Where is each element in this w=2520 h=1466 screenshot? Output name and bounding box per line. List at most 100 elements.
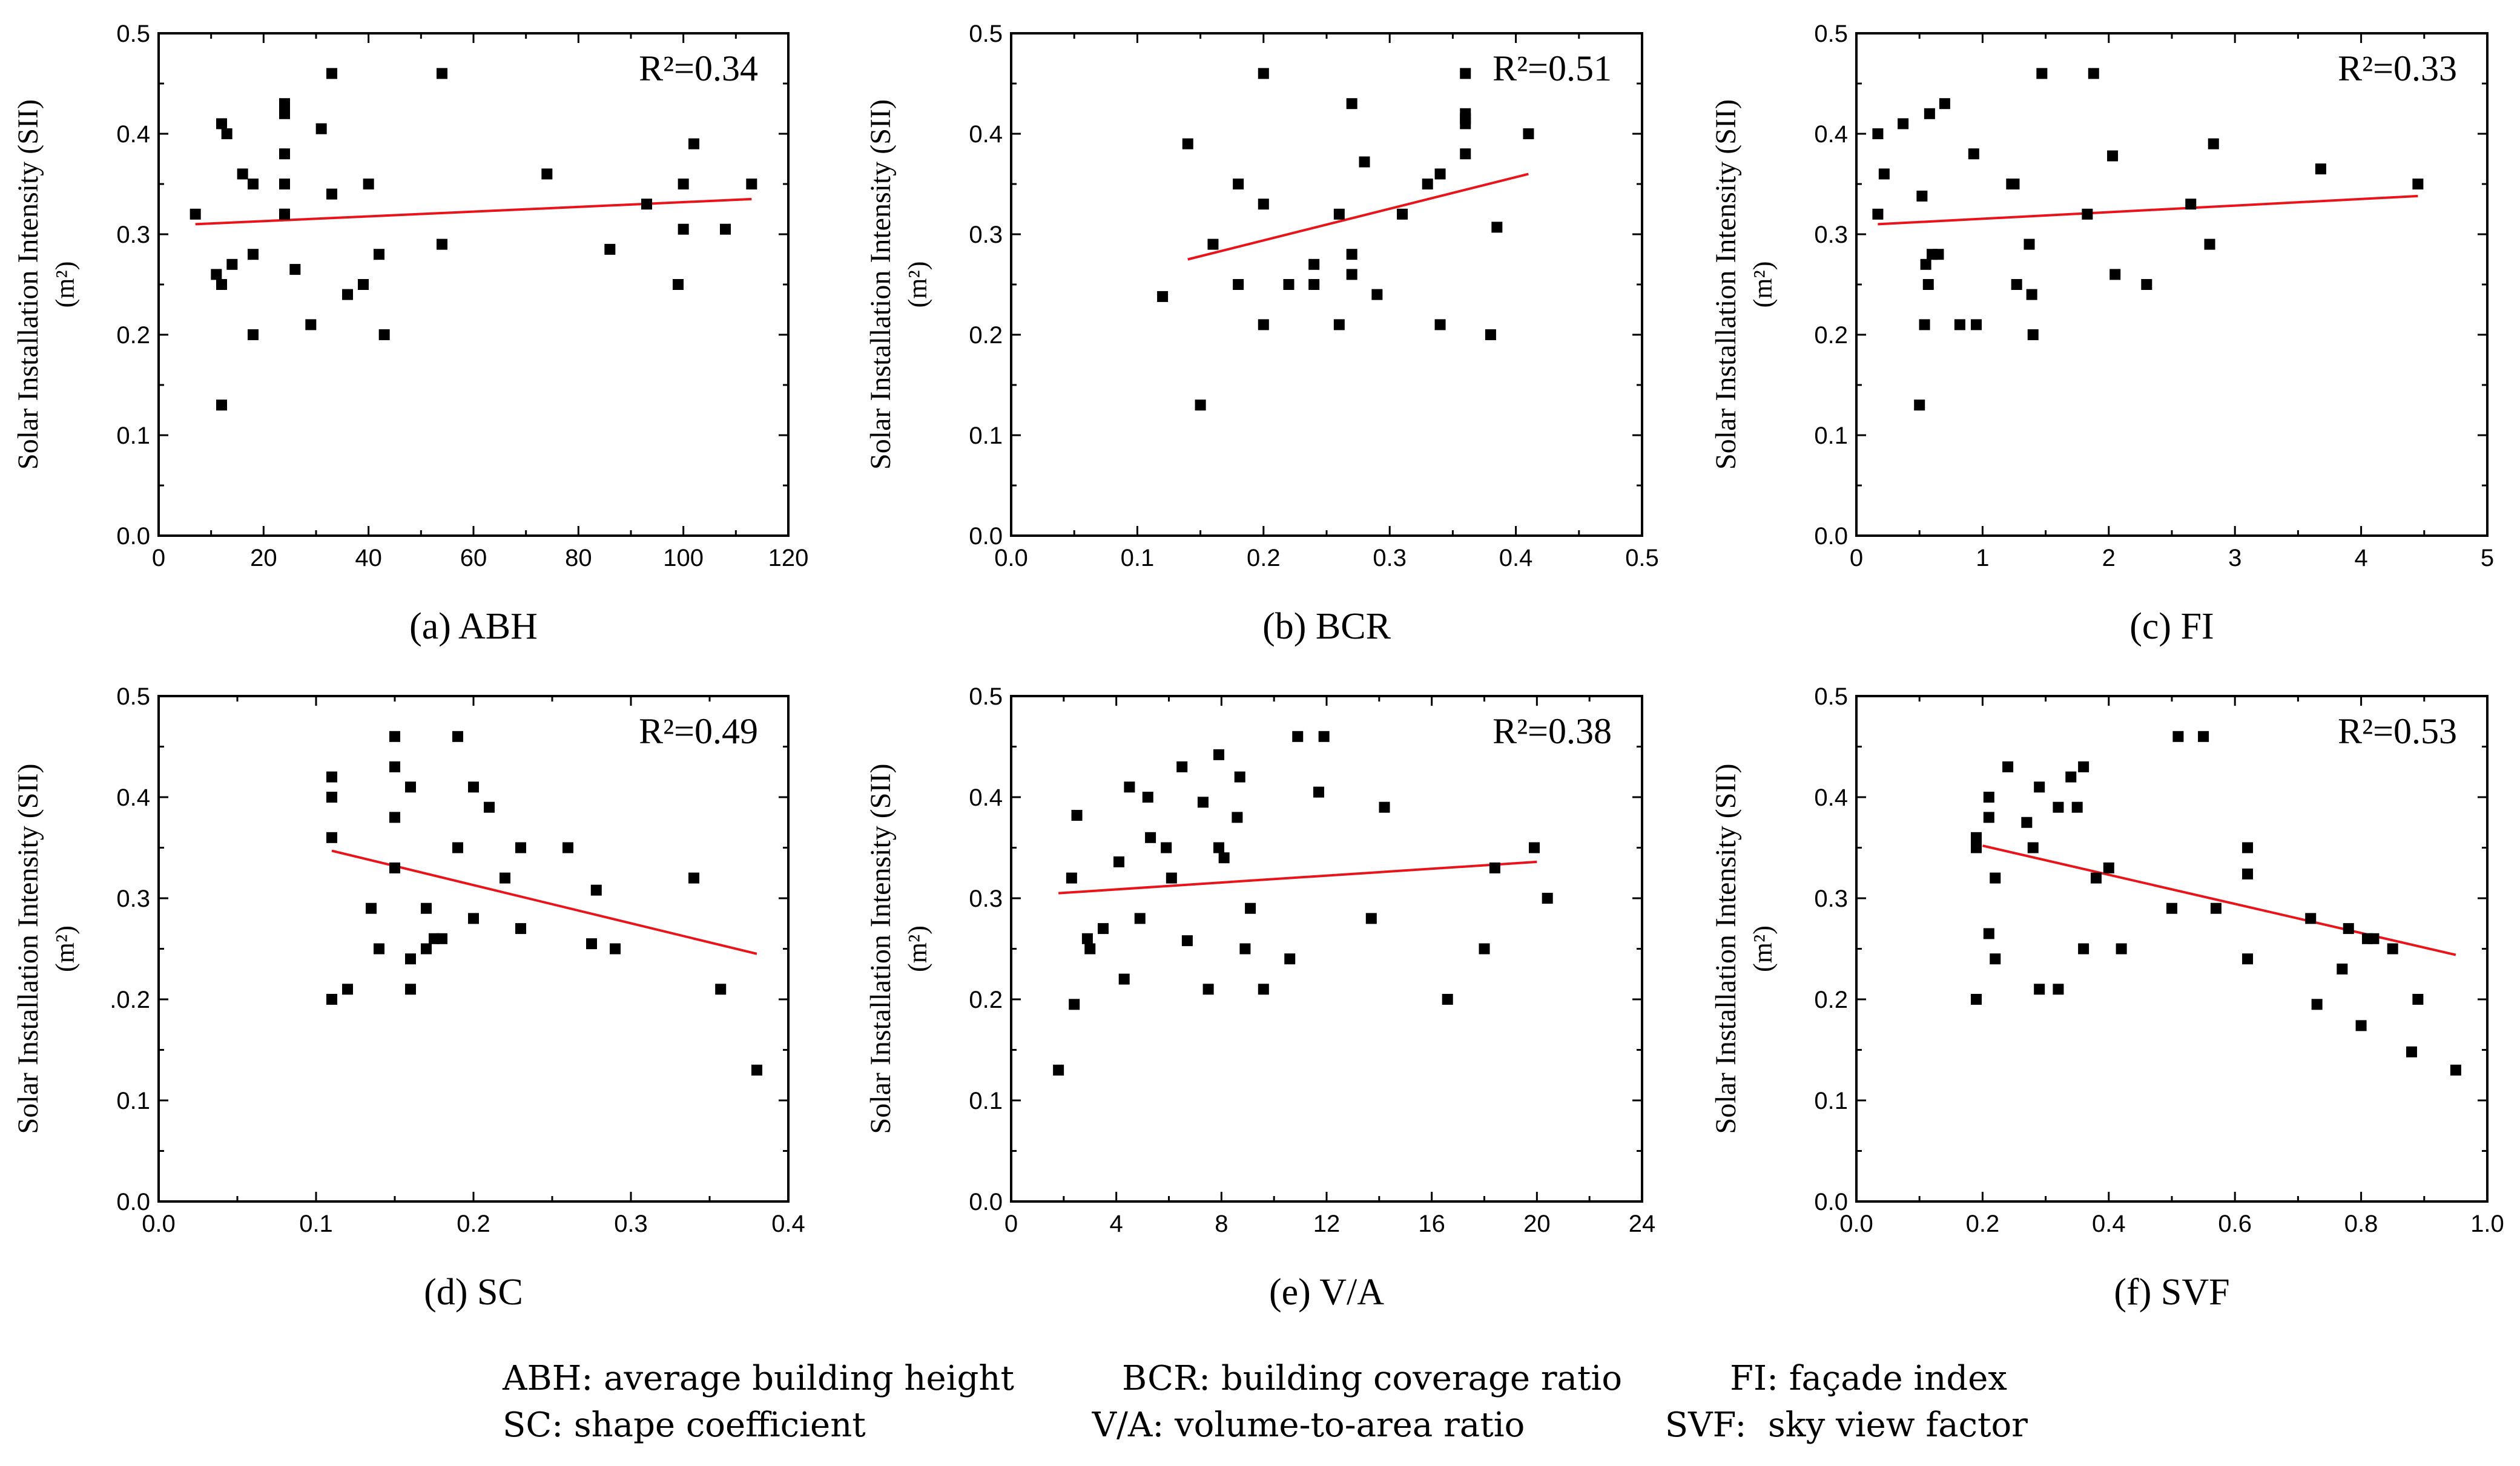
data-point [1233, 179, 1244, 189]
data-point [2109, 269, 2121, 280]
x-tick-label: 0.2 [1247, 545, 1281, 571]
x-tick-label: 16 [1418, 1211, 1445, 1237]
x-tick-label: 12 [1313, 1211, 1341, 1237]
data-point [358, 279, 369, 290]
panel-caption: (d) SC [424, 1272, 523, 1313]
r-squared-label: R²=0.49 [639, 711, 758, 751]
data-point [1920, 258, 1931, 270]
x-tick-label: 0.3 [1373, 545, 1407, 571]
data-point [2185, 199, 2197, 210]
data-point [2024, 238, 2035, 250]
legend-line-2: SC: shape coefficient V/A: volume-to-are… [503, 1405, 2028, 1445]
data-point [1232, 812, 1243, 823]
data-point [1239, 943, 1251, 955]
data-point [590, 884, 602, 896]
data-point [468, 913, 479, 924]
data-point [2088, 68, 2099, 79]
legend-line-1: ABH: average building height BCR: buildi… [503, 1359, 2007, 1398]
x-tick-label: 0 [1004, 1211, 1018, 1237]
data-point [1442, 994, 1453, 1005]
data-point [1434, 168, 1446, 180]
data-point [1097, 923, 1109, 935]
data-point [1990, 872, 2001, 884]
data-point [1359, 156, 1370, 168]
data-point [1245, 902, 1256, 914]
trend-line [331, 849, 757, 955]
x-tick-label: 24 [1629, 1211, 1656, 1237]
data-point [1118, 973, 1130, 985]
data-point [1542, 893, 1553, 904]
data-point [1397, 208, 1408, 220]
data-point [604, 243, 616, 255]
data-point [1069, 999, 1080, 1010]
data-point [1485, 329, 1496, 340]
data-point [1081, 933, 1093, 944]
data-point [2053, 801, 2064, 813]
data-point [452, 731, 463, 742]
y-tick-label: 0.0 [116, 523, 150, 550]
data-point [2172, 731, 2184, 742]
data-point [2036, 68, 2048, 79]
y-tick-label: 0.0 [969, 523, 1003, 550]
x-tick-label: 1 [1976, 545, 1989, 571]
data-point [1379, 801, 1390, 813]
x-tick-label: 40 [355, 545, 382, 571]
data-point [2011, 279, 2022, 290]
data-point [216, 399, 227, 411]
data-point [1916, 190, 1928, 202]
data-point [1954, 319, 1965, 330]
panel-caption: (a) ABH [409, 606, 538, 647]
data-point [2103, 862, 2114, 873]
data-point [1313, 786, 1324, 798]
data-point [216, 279, 227, 290]
data-point [363, 179, 374, 189]
data-point [2053, 984, 2064, 995]
y-tick-label: 0.3 [116, 886, 150, 912]
data-point [279, 108, 290, 119]
data-point [1166, 872, 1177, 884]
data-point [2337, 963, 2348, 975]
y-tick-label: 0.3 [1814, 886, 1848, 912]
data-point [688, 138, 699, 150]
trend-line [1058, 860, 1537, 895]
data-point [190, 208, 201, 220]
data-point [1283, 279, 1295, 290]
data-point [1181, 935, 1193, 947]
data-point [389, 761, 400, 772]
y-axis-label: Solar Installation Intensity (SII) [865, 99, 897, 470]
data-point [1528, 842, 1540, 853]
data-point [389, 812, 400, 823]
data-point [1053, 1064, 1064, 1076]
data-point [1523, 128, 1534, 139]
data-point [1258, 319, 1269, 330]
panel-caption: (e) V/A [1269, 1272, 1384, 1313]
y-axis-label: Solar Installation Intensity (SII) [12, 99, 44, 470]
data-point [2198, 731, 2209, 742]
x-tick-label: 0.0 [1839, 1211, 1873, 1237]
r-squared-label: R²=0.33 [2338, 48, 2457, 88]
y-axis-unit: (m²) [1748, 261, 1778, 308]
data-point [610, 943, 621, 955]
data-point [366, 902, 377, 914]
data-point [1113, 856, 1125, 867]
y-axis-unit: (m²) [50, 261, 80, 308]
data-point [678, 223, 689, 235]
data-point [1983, 792, 1994, 803]
data-point [2090, 872, 2102, 884]
x-tick-label: 0.3 [614, 1211, 648, 1237]
data-point [405, 953, 416, 965]
data-point [1346, 98, 1357, 110]
data-point [2412, 179, 2424, 189]
data-point [1872, 208, 1884, 220]
data-point [1195, 399, 1206, 411]
data-point [1434, 319, 1446, 330]
y-tick-label: 0.0 [969, 1189, 1003, 1215]
y-tick-label: 0.1 [969, 1088, 1003, 1114]
data-point [248, 179, 259, 189]
data-point [279, 98, 290, 110]
data-point [2116, 943, 2127, 955]
data-point [1213, 749, 1224, 760]
r-squared-label: R²=0.51 [1493, 48, 1612, 88]
data-point [720, 223, 731, 235]
